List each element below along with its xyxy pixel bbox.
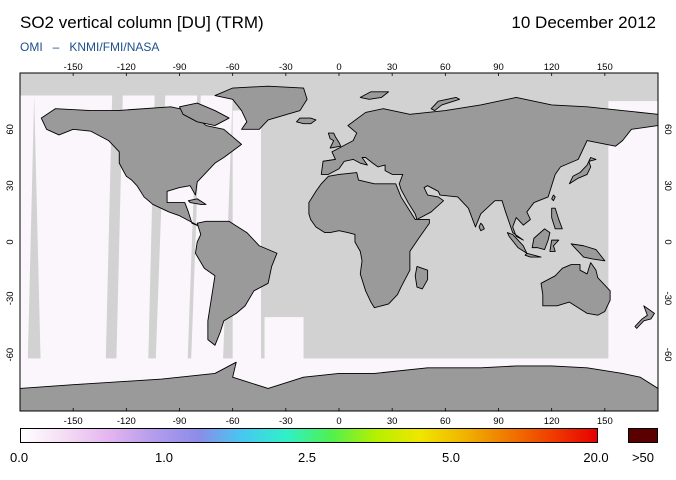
bottom-lon-tick: -90	[173, 416, 187, 425]
right-lat-tick: 0	[662, 239, 673, 244]
right-lat-tick: -30	[662, 291, 673, 305]
bottom-lon-tick: 120	[544, 416, 560, 425]
bottom-lon-tick: -30	[279, 416, 293, 425]
top-lon-tick: -90	[173, 62, 187, 73]
bottom-lon-tick: 90	[493, 416, 504, 425]
land-greenland	[214, 85, 308, 130]
land-java	[524, 252, 542, 258]
land-baffin-island	[179, 102, 230, 127]
land-new-zealand	[634, 305, 655, 329]
top-lon-tick: -30	[279, 62, 293, 73]
colorbar-tick-label: 0.0	[10, 450, 29, 465]
credit-dash: –	[52, 40, 60, 54]
top-lon-tick: 90	[493, 62, 504, 73]
right-lat-tick: 60	[662, 124, 673, 135]
colorbar-tick-label: 2.5	[297, 450, 317, 465]
colorbar-tick-label: 5.0	[441, 450, 461, 465]
map-date: 10 December 2012	[511, 13, 656, 32]
land-iceland	[296, 117, 317, 125]
left-lat-tick: 0	[5, 239, 16, 244]
top-lon-tick: -120	[117, 62, 136, 73]
land-cuba	[187, 198, 207, 205]
bottom-lon-tick: -120	[117, 416, 136, 425]
top-lon-tick: 150	[597, 62, 613, 73]
right-lat-tick: -60	[662, 348, 673, 362]
land-taiwan	[551, 194, 556, 202]
bottom-lon-tick: 150	[597, 416, 613, 425]
bottom-lon-tick: 60	[440, 416, 451, 425]
land-north-america	[40, 106, 242, 228]
bottom-lon-tick: -60	[226, 416, 240, 425]
land-philippines	[551, 207, 563, 230]
top-lon-tick: 30	[387, 62, 398, 73]
land-japan	[568, 157, 597, 185]
land-antarctica	[20, 361, 658, 411]
land-sulawesi	[549, 239, 560, 252]
bottom-lon-tick: 30	[387, 416, 398, 425]
left-lat-tick: -60	[5, 348, 16, 362]
bottom-lon-tick: -150	[64, 416, 83, 425]
left-lat-tick: 30	[5, 180, 16, 191]
orbit-swath	[73, 95, 113, 389]
land-sri-lanka	[478, 222, 485, 232]
right-lat-tick: 30	[662, 180, 673, 191]
land-new-guinea	[570, 243, 606, 262]
credit-institutions: KNMI/FMI/NASA	[69, 40, 160, 54]
land-svalbard	[359, 91, 390, 100]
colorbar-tick-label: 1.0	[154, 450, 174, 465]
land-australia	[540, 262, 611, 316]
land-south-america	[194, 220, 278, 346]
land-novaya-zemlya	[430, 96, 460, 112]
top-lon-tick: -60	[226, 62, 240, 73]
so2-world-map: -150 -150 -120 -120 -90 -90 -60 -60 -30 -30 0 0 30 30…	[5, 62, 673, 425]
top-lon-tick: -150	[64, 62, 83, 73]
land-eurasia	[320, 96, 658, 241]
credit-instrument: OMI	[20, 40, 43, 54]
overflow-color-box	[628, 428, 658, 443]
land-masses	[20, 85, 658, 411]
bottom-lon-tick: 0	[336, 416, 341, 425]
left-lat-tick: -30	[5, 291, 16, 305]
orbit-swath	[20, 95, 35, 389]
axis-ticks: -150 -150 -120 -120 -90 -90 -60 -60 -30 -30 0 0 30 30…	[5, 62, 673, 425]
credit-line: OMI – KNMI/FMI/NASA	[20, 40, 159, 54]
land-great-britain	[327, 132, 342, 149]
overflow-label: >50	[631, 450, 655, 465]
top-lon-tick: 60	[440, 62, 451, 73]
map-title: SO2 vertical column [DU] (TRM)	[20, 13, 264, 32]
left-lat-tick: 60	[5, 124, 16, 135]
so2-colorbar	[20, 428, 598, 443]
top-lon-tick: 0	[336, 62, 341, 73]
land-borneo	[531, 228, 551, 250]
land-madagascar	[414, 265, 429, 290]
land-africa	[308, 172, 430, 309]
top-lon-tick: 120	[544, 62, 560, 73]
colorbar-tick-label: 20.0	[583, 450, 609, 465]
